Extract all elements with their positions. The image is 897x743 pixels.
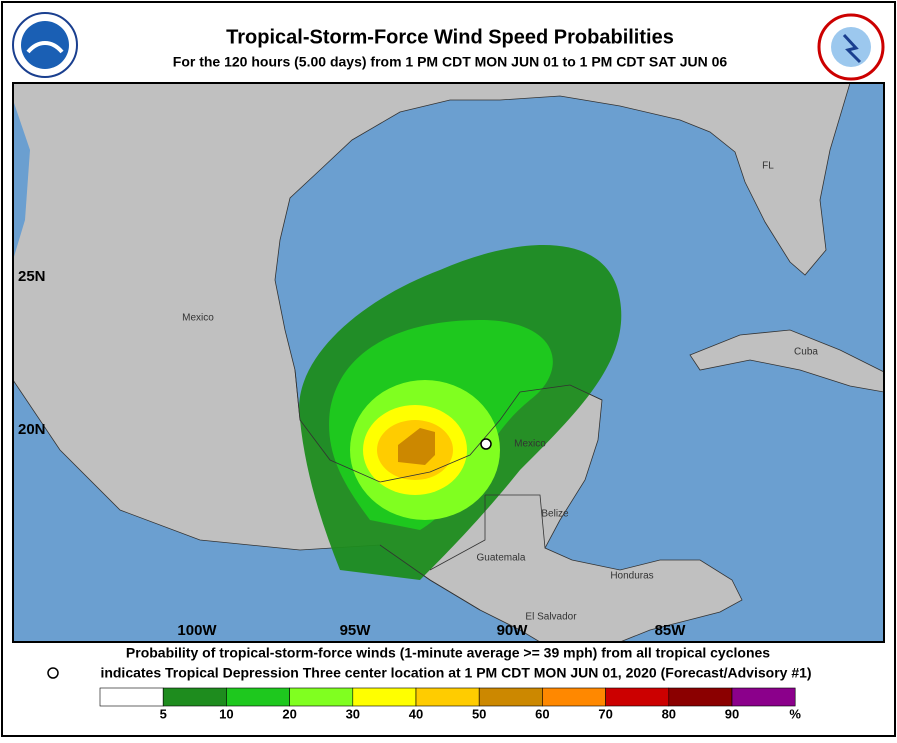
legend-swatch (415, 687, 480, 707)
legend-label: 5 (160, 706, 167, 721)
place-label: Mexico (514, 439, 546, 450)
place-label: FL (762, 161, 774, 172)
caption-line: Probability of tropical-storm-force wind… (126, 645, 770, 661)
legend: 5 10 20 30 40 50 60 70 80 90% (99, 687, 801, 721)
legend-swatch (542, 687, 606, 707)
subtitle: For the 120 hours (5.00 days) from 1 PM … (173, 54, 728, 70)
map: Mexico FL Cuba Mexico Belize Guatemala H… (12, 82, 885, 643)
caption-line: indicates Tropical Depression Three cent… (100, 665, 811, 681)
legend-swatch (99, 687, 164, 707)
legend-label: 60 (535, 706, 549, 721)
coastline-overlay (294, 369, 603, 611)
legend-label: 50 (472, 706, 486, 721)
legend-swatch (668, 687, 733, 707)
legend-swatch (605, 687, 670, 707)
legend-label: 30 (346, 706, 360, 721)
place-label: Mexico (182, 313, 214, 324)
legend-label: 40 (409, 706, 423, 721)
place-label: Guatemala (477, 553, 526, 564)
legend-swatch (289, 687, 354, 707)
noaa-logo (12, 12, 78, 78)
caption-marker (47, 667, 59, 679)
pacific-inlet (13, 100, 30, 260)
legend-label: 80 (662, 706, 676, 721)
latitude-label: 20N (18, 421, 46, 438)
legend-swatch (226, 687, 290, 707)
center-marker (480, 438, 492, 450)
longitude-label: 95W (340, 622, 372, 639)
longitude-label: 100W (177, 622, 217, 639)
legend-label: 10 (219, 706, 233, 721)
place-label: Honduras (610, 571, 653, 582)
place-label: El Salvador (525, 612, 577, 623)
legend-label: 90 (725, 706, 739, 721)
nws-logo (817, 13, 885, 81)
longitude-label: 85W (655, 622, 687, 639)
place-label: Cuba (794, 347, 818, 358)
latitude-label: 25N (18, 268, 46, 285)
place-label: Belize (541, 509, 569, 520)
map-frame (12, 82, 885, 643)
legend-swatch (731, 687, 796, 707)
title: Tropical-Storm-Force Wind Speed Probabil… (226, 26, 674, 48)
legend-swatch (478, 687, 543, 707)
legend-swatch (162, 687, 227, 707)
legend-label: 20 (282, 706, 296, 721)
legend-label: 70 (598, 706, 612, 721)
legend-unit: % (789, 706, 801, 721)
legend-swatch (352, 687, 417, 707)
cuba (689, 329, 884, 393)
probability-contours (299, 245, 622, 580)
longitude-label: 90W (497, 622, 529, 639)
